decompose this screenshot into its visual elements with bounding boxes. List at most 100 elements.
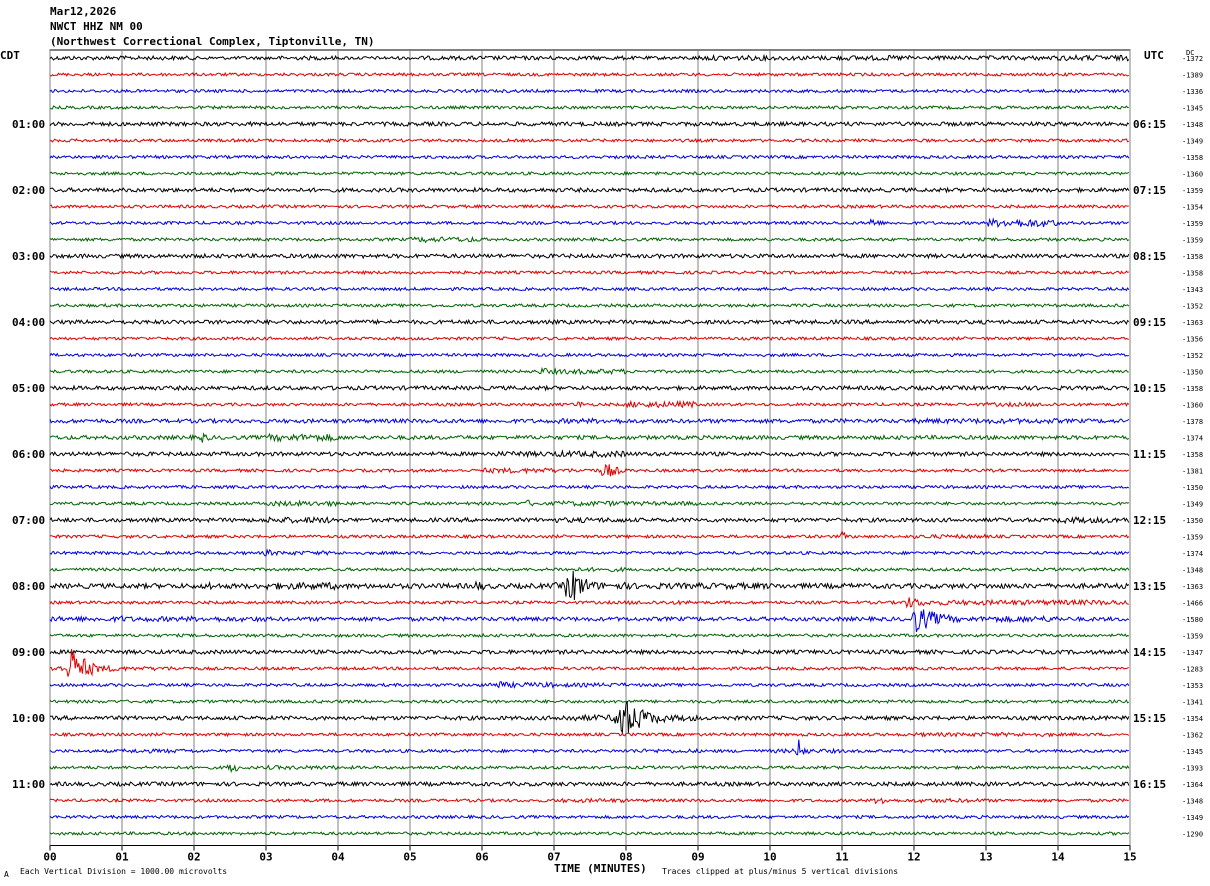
trace-row — [49, 814, 1130, 820]
dc-offset-label: -1378 — [1182, 418, 1203, 426]
corner-mark: A — [4, 870, 9, 879]
dc-offset-label: -1381 — [1182, 468, 1203, 476]
x-tick-label: 06 — [475, 851, 489, 864]
dc-offset-label: -1352 — [1182, 352, 1203, 360]
trace-row — [50, 384, 1130, 392]
x-tick-label: 09 — [691, 851, 704, 864]
trace-row — [49, 269, 1129, 276]
dc-offset-label: -1358 — [1182, 270, 1203, 278]
dc-offset-label: -1358 — [1182, 253, 1203, 261]
dc-offset-label: -1359 — [1182, 237, 1203, 245]
x-axis-title: TIME (MINUTES) — [554, 862, 647, 875]
trace-row — [49, 648, 1129, 677]
dc-offset-label: -1372 — [1182, 55, 1203, 63]
trace-row — [49, 170, 1130, 177]
trace-row — [49, 830, 1130, 837]
x-tick-label: 02 — [187, 851, 200, 864]
right-hour-label: 15:15 — [1133, 712, 1166, 725]
dc-offset-label: -1360 — [1182, 171, 1203, 179]
trace-row — [49, 366, 1129, 376]
plot-frame — [49, 49, 1131, 846]
dc-offset-label: -1350 — [1182, 484, 1203, 492]
trace-row — [49, 764, 1130, 774]
dc-offset-label: -1347 — [1182, 649, 1203, 657]
x-tick-label: 05 — [403, 851, 416, 864]
trace-row — [49, 449, 1130, 459]
right-timezone-label: UTC — [1144, 49, 1164, 62]
trace-row — [49, 318, 1130, 326]
trace-row — [49, 731, 1130, 738]
dc-offset-label: -1353 — [1182, 682, 1203, 690]
x-tick-label: 12 — [907, 851, 920, 864]
trace-row — [49, 700, 1130, 735]
dc-offset-label: -1348 — [1182, 121, 1203, 129]
trace-row — [49, 235, 1130, 244]
dc-offset-label: -1359 — [1182, 534, 1203, 542]
dc-offset-label: -1350 — [1182, 517, 1203, 525]
dc-offset-label: -1348 — [1182, 798, 1203, 806]
dc-offset-label: -1580 — [1182, 616, 1203, 624]
x-tick-label: 04 — [331, 851, 345, 864]
dc-offset-label: -1352 — [1182, 303, 1203, 311]
trace-row — [49, 780, 1130, 788]
x-tick-label: 11 — [835, 851, 849, 864]
trace-row — [49, 352, 1129, 358]
dc-offset-label: -1374 — [1182, 550, 1203, 558]
dc-offset-label: -1359 — [1182, 220, 1203, 228]
trace-row — [49, 53, 1130, 63]
dc-offset-label: -1466 — [1182, 600, 1203, 608]
dc-offset-label: -1358 — [1182, 385, 1203, 393]
dc-offset-label: -1341 — [1182, 699, 1203, 707]
trace-row — [49, 432, 1130, 443]
trace-row — [49, 154, 1130, 160]
x-tick-label: 14 — [1051, 851, 1065, 864]
trace-row — [49, 104, 1129, 111]
trace-row — [49, 335, 1129, 342]
dc-offset-label: -1354 — [1182, 204, 1203, 212]
dc-offset-label: -1363 — [1182, 319, 1203, 327]
station-code: NWCT HHZ NM 00 — [50, 20, 143, 33]
trace-row — [49, 797, 1129, 805]
x-tick-label: 00 — [43, 851, 56, 864]
dc-offset-label: -1349 — [1182, 501, 1203, 509]
trace-row — [49, 648, 1130, 656]
dc-offset-label: -1336 — [1182, 88, 1203, 96]
x-tick-label: 10 — [763, 851, 776, 864]
trace-row — [49, 632, 1129, 639]
trace-row — [49, 217, 1129, 228]
dc-offset-label: -1362 — [1182, 732, 1203, 740]
trace-row — [49, 548, 1130, 557]
dc-offset-label: -1290 — [1182, 831, 1203, 839]
trace-row — [49, 566, 1130, 573]
dc-offset-label: -1345 — [1182, 748, 1203, 756]
plot-date: Mar12,2026 — [50, 5, 117, 18]
trace-row — [49, 302, 1130, 309]
trace-row — [49, 609, 1130, 633]
left-hour-label: 04:00 — [12, 316, 45, 329]
trace-row — [49, 203, 1129, 210]
dc-offset-label: -1350 — [1182, 369, 1203, 377]
dc-offset-label: -1358 — [1182, 451, 1203, 459]
trace-row — [49, 570, 1130, 601]
left-hour-label: 03:00 — [12, 250, 45, 263]
dc-offset-label: -1363 — [1182, 583, 1203, 591]
trace-row — [49, 120, 1130, 128]
right-hour-label: 06:15 — [1133, 118, 1166, 131]
dc-offset-label: -1364 — [1182, 781, 1203, 789]
x-tick-label: 03 — [259, 851, 272, 864]
left-hour-label: 05:00 — [12, 382, 45, 395]
left-hour-label: 10:00 — [12, 712, 45, 725]
trace-row — [49, 186, 1130, 194]
dc-offset-label: -1359 — [1182, 187, 1203, 195]
trace-row — [49, 252, 1130, 260]
trace-row — [49, 137, 1130, 144]
scale-note: Each Vertical Division = 1000.00 microvo… — [20, 867, 228, 876]
dc-offset-label: -1345 — [1182, 105, 1203, 113]
trace-row — [50, 71, 1130, 78]
right-hour-label: 14:15 — [1133, 646, 1166, 659]
left-hour-label: 11:00 — [12, 778, 45, 791]
dc-offset-header: DC — [1186, 49, 1195, 57]
right-hour-label: 10:15 — [1133, 382, 1166, 395]
x-tick-label: 08 — [619, 851, 632, 864]
